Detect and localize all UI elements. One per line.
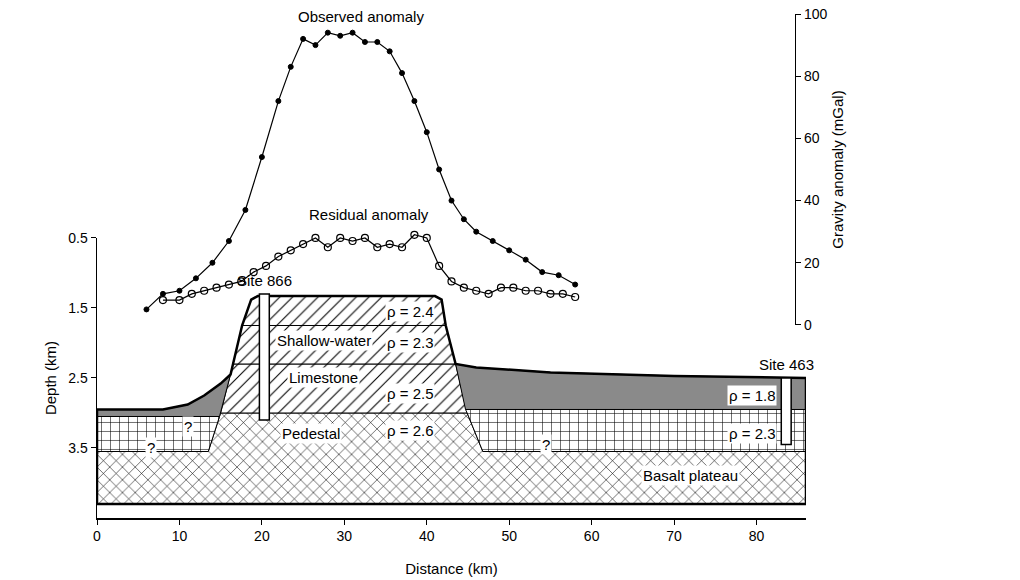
svg-text:ρ = 2.5: ρ = 2.5 [387, 385, 433, 402]
svg-text:ρ = 2.6: ρ = 2.6 [387, 422, 433, 439]
svg-text:Observed anomaly: Observed anomaly [298, 8, 424, 25]
svg-text:60: 60 [804, 130, 820, 146]
svg-text:20: 20 [804, 255, 820, 271]
svg-text:Limestone: Limestone [289, 369, 358, 386]
svg-text:Depth (km): Depth (km) [43, 341, 60, 415]
svg-text:1.5: 1.5 [68, 300, 88, 316]
svg-text:ρ = 2.4: ρ = 2.4 [387, 303, 433, 320]
svg-text:0: 0 [804, 317, 812, 333]
svg-text:70: 70 [666, 528, 682, 544]
svg-text:?: ? [542, 436, 550, 453]
svg-text:0: 0 [93, 528, 101, 544]
svg-text:30: 30 [337, 528, 353, 544]
svg-text:ρ = 2.3: ρ = 2.3 [729, 425, 775, 442]
svg-text:Site 866: Site 866 [237, 272, 292, 289]
svg-text:20: 20 [254, 528, 270, 544]
svg-text:80: 80 [749, 528, 765, 544]
svg-text:80: 80 [804, 68, 820, 84]
svg-text:3.5: 3.5 [68, 440, 88, 456]
svg-text:Basalt plateau: Basalt plateau [643, 467, 738, 484]
svg-text:?: ? [184, 418, 192, 435]
svg-text:100: 100 [804, 6, 828, 22]
svg-text:10: 10 [172, 528, 188, 544]
svg-text:Shallow-water: Shallow-water [277, 332, 371, 349]
svg-text:Gravity anomaly (mGal): Gravity anomaly (mGal) [829, 90, 846, 248]
svg-text:?: ? [147, 439, 155, 456]
svg-text:50: 50 [501, 528, 517, 544]
svg-text:40: 40 [804, 192, 820, 208]
svg-text:Residual anomaly: Residual anomaly [309, 206, 429, 223]
svg-text:Pedestal: Pedestal [282, 425, 340, 442]
svg-text:ρ = 1.8: ρ = 1.8 [729, 387, 775, 404]
svg-text:60: 60 [584, 528, 600, 544]
svg-text:0.5: 0.5 [68, 230, 88, 246]
svg-text:2.5: 2.5 [68, 370, 88, 386]
svg-text:ρ = 2.3: ρ = 2.3 [387, 334, 433, 351]
svg-text:Distance (km): Distance (km) [405, 560, 498, 577]
svg-text:40: 40 [419, 528, 435, 544]
svg-text:Site 463: Site 463 [759, 356, 814, 373]
